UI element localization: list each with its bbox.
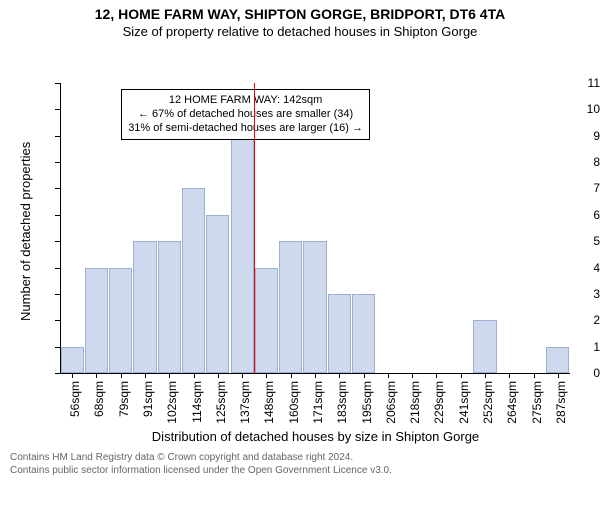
bar — [85, 268, 108, 373]
x-tick-label: 206sqm — [384, 381, 398, 424]
x-tick-mark — [534, 373, 535, 378]
bar — [133, 241, 156, 373]
y-tick-mark — [55, 241, 60, 242]
bar — [61, 347, 84, 373]
x-tick-label: 252sqm — [481, 381, 495, 424]
x-tick-label: 114sqm — [190, 381, 204, 423]
x-tick-mark — [169, 373, 170, 378]
x-tick-label: 137sqm — [238, 381, 252, 424]
x-tick-label: 287sqm — [554, 381, 568, 424]
x-tick-label: 264sqm — [505, 381, 519, 424]
annotation-line-2: ← 67% of detached houses are smaller (34… — [128, 107, 363, 121]
y-tick-mark — [55, 268, 60, 269]
subtitle: Size of property relative to detached ho… — [0, 24, 600, 39]
x-axis-label: Distribution of detached houses by size … — [152, 429, 479, 444]
x-tick-mark — [291, 373, 292, 378]
footer: Contains HM Land Registry data © Crown c… — [0, 449, 600, 477]
title: 12, HOME FARM WAY, SHIPTON GORGE, BRIDPO… — [0, 6, 600, 22]
x-tick-label: 68sqm — [92, 381, 106, 417]
y-tick-mark — [55, 109, 60, 110]
y-tick-mark — [55, 347, 60, 348]
x-tick-mark — [388, 373, 389, 378]
bar — [303, 241, 326, 373]
footer-line-1: Contains HM Land Registry data © Crown c… — [10, 451, 590, 464]
annotation-box: 12 HOME FARM WAY: 142sqm ← 67% of detach… — [121, 89, 370, 140]
x-tick-label: 241sqm — [457, 381, 471, 424]
x-tick-label: 218sqm — [408, 381, 422, 424]
y-tick-label: 6 — [550, 208, 600, 222]
y-tick-label: 3 — [550, 287, 600, 301]
y-tick-mark — [55, 320, 60, 321]
footer-line-2: Contains public sector information licen… — [10, 464, 590, 477]
x-tick-mark — [72, 373, 73, 378]
x-tick-label: 125sqm — [214, 381, 228, 424]
bar — [158, 241, 181, 373]
x-tick-mark — [558, 373, 559, 378]
y-tick-label: 2 — [550, 313, 600, 327]
y-tick-label: 9 — [550, 129, 600, 143]
x-tick-label: 91sqm — [141, 381, 155, 417]
y-tick-mark — [55, 373, 60, 374]
y-tick-label: 1 — [550, 340, 600, 354]
x-tick-mark — [96, 373, 97, 378]
bar — [206, 215, 229, 373]
bar — [182, 188, 205, 373]
x-tick-mark — [315, 373, 316, 378]
y-tick-label: 5 — [550, 234, 600, 248]
x-tick-label: 229sqm — [432, 381, 446, 424]
y-tick-mark — [55, 136, 60, 137]
x-tick-label: 275sqm — [530, 381, 544, 424]
x-tick-label: 160sqm — [287, 381, 301, 424]
y-tick-label: 8 — [550, 155, 600, 169]
x-tick-mark — [266, 373, 267, 378]
x-tick-label: 148sqm — [262, 381, 276, 424]
y-tick-mark — [55, 215, 60, 216]
y-tick-label: 11 — [550, 76, 600, 90]
x-tick-mark — [412, 373, 413, 378]
x-tick-mark — [485, 373, 486, 378]
y-tick-mark — [55, 294, 60, 295]
x-tick-mark — [194, 373, 195, 378]
x-tick-mark — [145, 373, 146, 378]
bar — [279, 241, 302, 373]
annotation-line-1: 12 HOME FARM WAY: 142sqm — [128, 93, 363, 107]
chart: Number of detached properties Distributi… — [0, 39, 600, 449]
bar — [352, 294, 375, 373]
bar — [231, 136, 254, 373]
x-tick-label: 79sqm — [117, 381, 131, 417]
x-tick-label: 102sqm — [165, 381, 179, 424]
y-tick-mark — [55, 83, 60, 84]
y-tick-mark — [55, 162, 60, 163]
x-tick-label: 171sqm — [311, 381, 325, 424]
y-tick-label: 4 — [550, 261, 600, 275]
x-tick-label: 183sqm — [335, 381, 349, 424]
y-tick-label: 7 — [550, 181, 600, 195]
bar — [328, 294, 351, 373]
x-tick-mark — [121, 373, 122, 378]
annotation-line-3: 31% of semi-detached houses are larger (… — [128, 121, 363, 135]
x-tick-mark — [339, 373, 340, 378]
x-tick-mark — [242, 373, 243, 378]
bar — [255, 268, 278, 373]
x-tick-mark — [218, 373, 219, 378]
x-tick-mark — [461, 373, 462, 378]
x-tick-mark — [364, 373, 365, 378]
y-tick-mark — [55, 188, 60, 189]
y-axis-label: Number of detached properties — [18, 142, 33, 321]
x-tick-mark — [509, 373, 510, 378]
bar — [473, 320, 496, 373]
x-tick-label: 56sqm — [68, 381, 82, 417]
y-axis-line — [60, 83, 61, 373]
y-tick-label: 10 — [550, 102, 600, 116]
x-tick-mark — [436, 373, 437, 378]
x-tick-label: 195sqm — [360, 381, 374, 424]
bar — [109, 268, 132, 373]
reference-line — [254, 83, 255, 373]
